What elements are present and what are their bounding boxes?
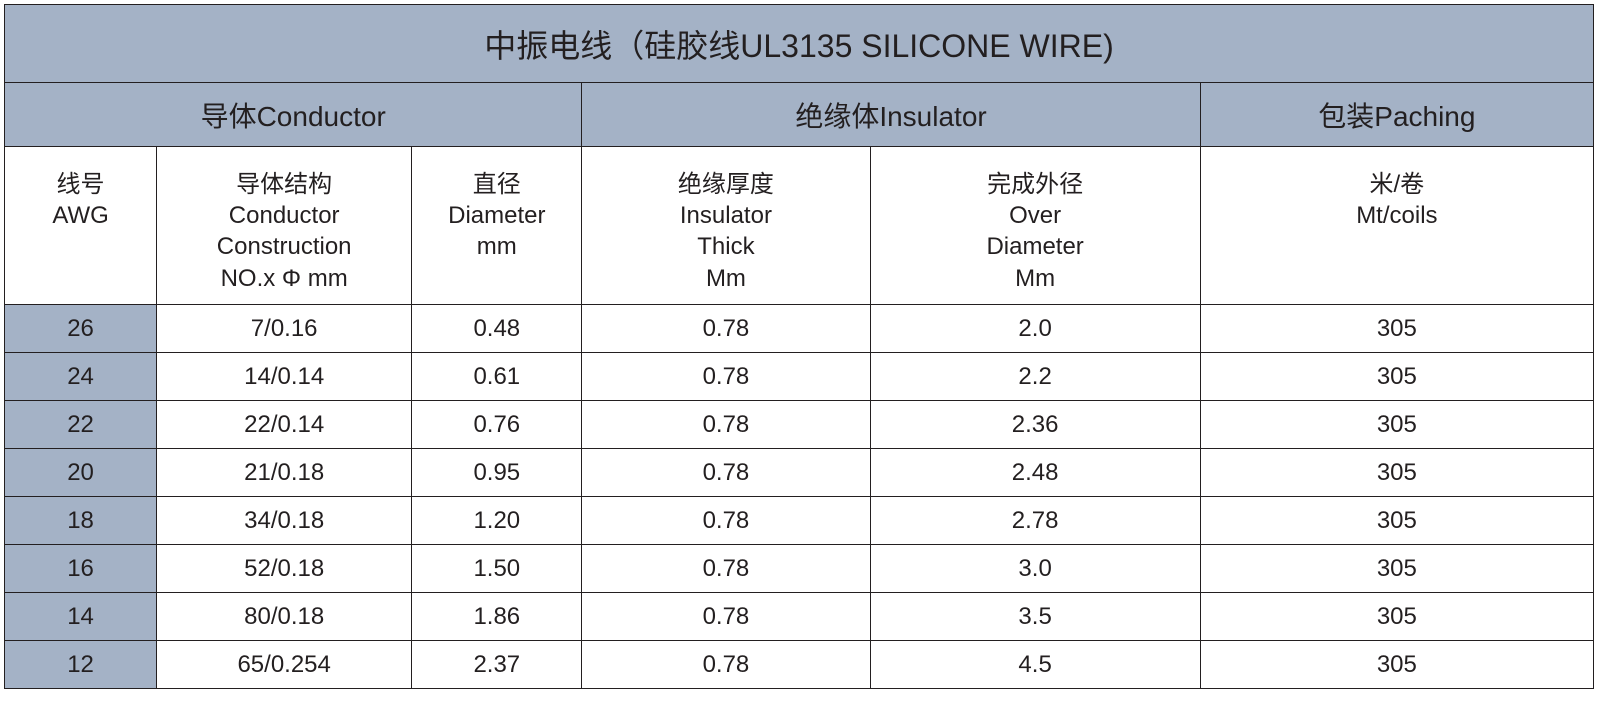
wire-spec-table: 中振电线（硅胶线UL3135 SILICONE WIRE) 导体Conducto… — [4, 4, 1594, 689]
table-row: 1480/0.181.860.783.5305 — [5, 593, 1594, 641]
cell-packing: 305 — [1200, 305, 1593, 353]
group-insulator: 绝缘体Insulator — [582, 83, 1200, 147]
cell-construction: 80/0.18 — [157, 593, 412, 641]
subheader-construction: 导体结构ConductorConstructionNO.x Φ mm — [157, 147, 412, 305]
title-row: 中振电线（硅胶线UL3135 SILICONE WIRE) — [5, 5, 1594, 83]
table-row: 2414/0.140.610.782.2305 — [5, 353, 1594, 401]
cell-od: 2.78 — [870, 497, 1200, 545]
cell-diameter: 2.37 — [412, 641, 582, 689]
cell-packing: 305 — [1200, 545, 1593, 593]
cell-od: 2.36 — [870, 401, 1200, 449]
cell-packing: 305 — [1200, 593, 1593, 641]
cell-diameter: 0.95 — [412, 449, 582, 497]
cell-packing: 305 — [1200, 449, 1593, 497]
table-row: 2021/0.180.950.782.48305 — [5, 449, 1594, 497]
subheader-od: 完成外径OverDiameterMm — [870, 147, 1200, 305]
cell-awg: 20 — [5, 449, 157, 497]
cell-construction: 65/0.254 — [157, 641, 412, 689]
subheader-row: 线号AWG 导体结构ConductorConstructionNO.x Φ mm… — [5, 147, 1594, 305]
table-row: 1265/0.2542.370.784.5305 — [5, 641, 1594, 689]
cell-thick: 0.78 — [582, 593, 870, 641]
subheader-thick: 绝缘厚度InsulatorThickMm — [582, 147, 870, 305]
cell-diameter: 0.48 — [412, 305, 582, 353]
cell-awg: 12 — [5, 641, 157, 689]
group-conductor: 导体Conductor — [5, 83, 582, 147]
cell-diameter: 1.20 — [412, 497, 582, 545]
cell-packing: 305 — [1200, 497, 1593, 545]
cell-awg: 14 — [5, 593, 157, 641]
subheader-packing: 米/卷Mt/coils — [1200, 147, 1593, 305]
cell-od: 3.0 — [870, 545, 1200, 593]
table-row: 267/0.160.480.782.0305 — [5, 305, 1594, 353]
cell-packing: 305 — [1200, 401, 1593, 449]
table-title: 中振电线（硅胶线UL3135 SILICONE WIRE) — [5, 5, 1594, 83]
cell-thick: 0.78 — [582, 305, 870, 353]
cell-construction: 52/0.18 — [157, 545, 412, 593]
cell-packing: 305 — [1200, 353, 1593, 401]
cell-od: 2.48 — [870, 449, 1200, 497]
cell-od: 3.5 — [870, 593, 1200, 641]
table-row: 2222/0.140.760.782.36305 — [5, 401, 1594, 449]
cell-thick: 0.78 — [582, 401, 870, 449]
wire-spec-table-wrapper: 中振电线（硅胶线UL3135 SILICONE WIRE) 导体Conducto… — [4, 4, 1594, 689]
cell-awg: 24 — [5, 353, 157, 401]
cell-od: 2.0 — [870, 305, 1200, 353]
cell-diameter: 1.86 — [412, 593, 582, 641]
subheader-awg: 线号AWG — [5, 147, 157, 305]
cell-construction: 22/0.14 — [157, 401, 412, 449]
group-packing: 包装Paching — [1200, 83, 1593, 147]
cell-construction: 7/0.16 — [157, 305, 412, 353]
cell-awg: 22 — [5, 401, 157, 449]
table-row: 1834/0.181.200.782.78305 — [5, 497, 1594, 545]
cell-thick: 0.78 — [582, 449, 870, 497]
cell-diameter: 0.61 — [412, 353, 582, 401]
cell-awg: 16 — [5, 545, 157, 593]
cell-thick: 0.78 — [582, 545, 870, 593]
group-header-row: 导体Conductor 绝缘体Insulator 包装Paching — [5, 83, 1594, 147]
cell-diameter: 1.50 — [412, 545, 582, 593]
cell-thick: 0.78 — [582, 497, 870, 545]
cell-construction: 34/0.18 — [157, 497, 412, 545]
subheader-diameter: 直径Diametermm — [412, 147, 582, 305]
cell-construction: 21/0.18 — [157, 449, 412, 497]
table-row: 1652/0.181.500.783.0305 — [5, 545, 1594, 593]
cell-od: 2.2 — [870, 353, 1200, 401]
cell-diameter: 0.76 — [412, 401, 582, 449]
cell-awg: 26 — [5, 305, 157, 353]
cell-awg: 18 — [5, 497, 157, 545]
cell-od: 4.5 — [870, 641, 1200, 689]
cell-packing: 305 — [1200, 641, 1593, 689]
cell-thick: 0.78 — [582, 641, 870, 689]
cell-thick: 0.78 — [582, 353, 870, 401]
cell-construction: 14/0.14 — [157, 353, 412, 401]
